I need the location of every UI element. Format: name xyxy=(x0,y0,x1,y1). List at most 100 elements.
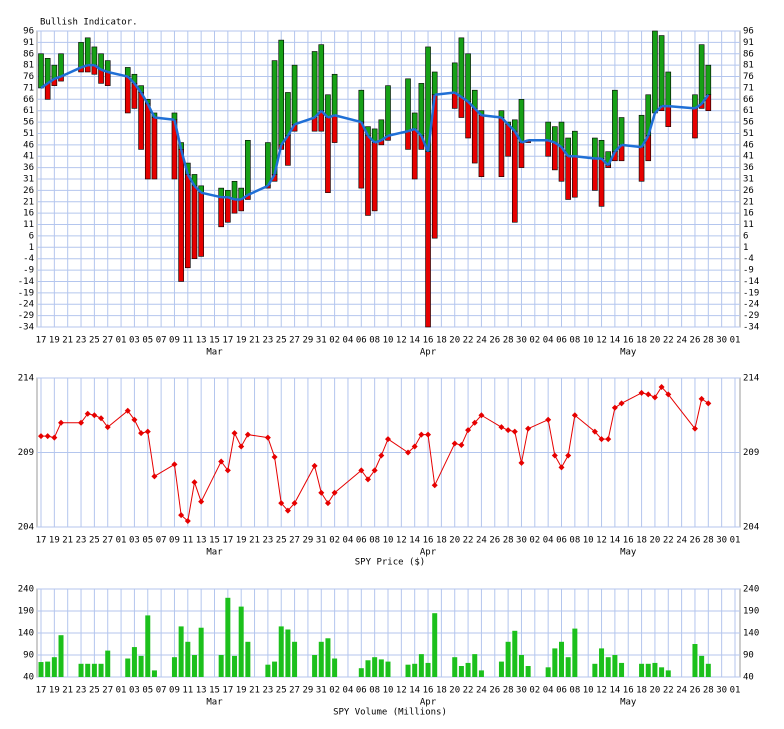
x-tick-label: 20 xyxy=(650,536,661,546)
price-point xyxy=(178,512,185,519)
price-point xyxy=(411,443,418,450)
volume-bar xyxy=(285,629,291,677)
x-tick-label: 14 xyxy=(609,336,620,346)
x-tick-label: 18 xyxy=(636,686,647,696)
x-tick-label: 08 xyxy=(569,686,580,696)
x-tick-label: 26 xyxy=(690,536,701,546)
volume-bar xyxy=(91,663,97,677)
bull-bar xyxy=(431,71,438,96)
indicator-line-segment xyxy=(574,154,596,160)
indicator-line-segment xyxy=(327,114,336,119)
price-point xyxy=(278,500,285,507)
y-tick-label-right: 21 xyxy=(743,197,754,207)
x-tick-label: 28 xyxy=(503,536,514,546)
bull-bar xyxy=(84,37,91,66)
indicator-line-segment xyxy=(560,146,570,157)
y-tick-label-right: 66 xyxy=(743,95,754,105)
price-point xyxy=(611,404,618,411)
x-tick-label: 08 xyxy=(369,536,380,546)
x-tick-label: 19 xyxy=(236,336,247,346)
y-tick-label: -4 xyxy=(23,254,34,264)
price-line-segment xyxy=(481,414,502,428)
bull-bar xyxy=(518,99,525,143)
bear-bar xyxy=(692,108,698,139)
month-label: Mar xyxy=(206,698,223,708)
indicator-line-segment xyxy=(46,77,56,85)
x-tick-label: 02 xyxy=(529,686,540,696)
bear-bar xyxy=(558,146,565,182)
y-tick-label: -14 xyxy=(18,277,34,287)
x-tick-label: 14 xyxy=(409,686,420,696)
price-line-segment xyxy=(621,392,642,404)
bear-bar xyxy=(325,117,331,193)
bear-bar xyxy=(552,142,558,171)
price-point xyxy=(264,434,271,441)
volume-bar xyxy=(505,641,511,677)
x-tick-label: 01 xyxy=(730,336,741,346)
x-tick-label: 18 xyxy=(636,336,647,346)
price-line-segment xyxy=(334,469,362,494)
volume-bar xyxy=(51,657,57,677)
price-line-segment xyxy=(460,429,469,446)
volume-bar xyxy=(552,648,558,677)
y-tick-label: 31 xyxy=(23,175,34,185)
bear-bar xyxy=(405,130,411,150)
y-tick-label: -34 xyxy=(18,323,34,333)
x-tick-label: 14 xyxy=(609,686,620,696)
price-point xyxy=(104,424,111,431)
price-point xyxy=(511,428,518,435)
x-tick-label: 15 xyxy=(209,686,220,696)
y-tick-label-right: 26 xyxy=(743,186,754,196)
y-tick-label-right: 31 xyxy=(743,175,754,185)
bull-bar xyxy=(265,142,271,187)
bull-bar xyxy=(411,112,418,130)
y-tick-label: 240 xyxy=(18,585,34,595)
x-tick-label: 02 xyxy=(329,686,340,696)
y-tick-label: -9 xyxy=(23,266,34,276)
x-tick-label: 02 xyxy=(329,336,340,346)
x-tick-label: 27 xyxy=(289,686,300,696)
volume-bar xyxy=(292,641,298,677)
indicator-line-segment xyxy=(179,149,190,175)
price-point xyxy=(691,425,698,432)
price-point xyxy=(131,416,138,423)
y-tick-label: 96 xyxy=(23,27,34,37)
bear-bar xyxy=(371,142,378,212)
x-tick-label: 28 xyxy=(703,336,714,346)
x-tick-label: 30 xyxy=(516,536,527,546)
bull-bar xyxy=(285,92,291,137)
volume-bar xyxy=(225,597,231,677)
y-tick-label: 1 xyxy=(29,243,34,253)
y-tick-label-right: 6 xyxy=(743,231,748,241)
price-line-segment xyxy=(554,455,562,468)
y-tick-label-right: 51 xyxy=(743,129,754,139)
price-line-segment xyxy=(53,422,62,438)
volume-bar xyxy=(559,641,564,677)
x-tick-label: 14 xyxy=(609,536,620,546)
price-line-segment xyxy=(107,410,129,428)
price-point xyxy=(551,452,558,459)
bull-bar xyxy=(91,46,98,66)
x-tick-label: 25 xyxy=(89,536,100,546)
price-point xyxy=(705,400,712,407)
x-tick-label: 17 xyxy=(222,536,233,546)
x-tick-label: 06 xyxy=(356,336,367,346)
bear-bar xyxy=(665,105,672,127)
price-point xyxy=(618,400,625,407)
x-tick-label: 26 xyxy=(690,336,701,346)
volume-bar xyxy=(178,626,184,677)
indicator-line-segment xyxy=(647,112,657,137)
volume-bar xyxy=(665,670,671,677)
price-line-segment xyxy=(380,438,389,456)
indicator-line-segment xyxy=(413,128,423,137)
volume-bar xyxy=(365,660,371,677)
y-tick-label-right: -14 xyxy=(743,277,759,287)
price-point xyxy=(385,436,391,443)
x-tick-label: 01 xyxy=(730,686,741,696)
x-tick-label: 14 xyxy=(409,536,420,546)
volume-bar xyxy=(358,668,364,677)
price-line-segment xyxy=(267,437,276,458)
bear-bar xyxy=(178,149,184,282)
bull-bar xyxy=(592,137,598,159)
indicator-line-segment xyxy=(126,75,136,85)
